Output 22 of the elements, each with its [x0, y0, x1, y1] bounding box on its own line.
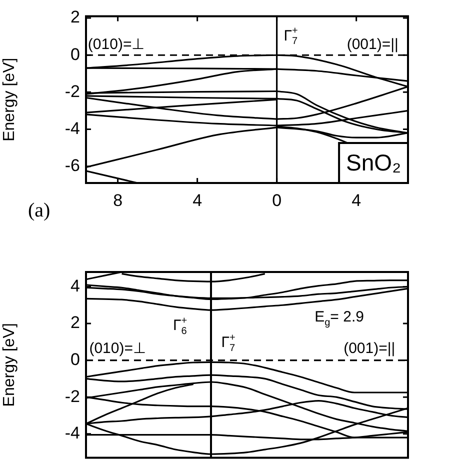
- y-tick-label: 4: [70, 276, 80, 296]
- y-tick-label: -2: [64, 82, 80, 101]
- y-tick-label: -4: [64, 424, 80, 443]
- y-tick-label: 2: [70, 8, 80, 27]
- annotation: (001)=||: [344, 340, 396, 358]
- y-tick-label: -4: [64, 118, 80, 138]
- x-tick-label: 8: [113, 190, 123, 210]
- x-tick-label: 4: [352, 190, 362, 210]
- y-tick-label: 0: [70, 44, 80, 64]
- y-tick-label: 0: [70, 350, 80, 369]
- x-tick-label: 0: [272, 190, 282, 210]
- x-tick-label: 4: [192, 190, 202, 210]
- y-tick-label: 2: [70, 313, 80, 332]
- annotation: (010)=⊥: [89, 340, 146, 358]
- annotation: (001)=||: [346, 36, 398, 54]
- y-axis-title: Energy [eV]: [1, 58, 18, 142]
- y-axis-title: Energy [eV]: [1, 323, 18, 407]
- annotation: (010)=⊥: [88, 36, 145, 54]
- annotation: SnO₂: [346, 149, 401, 176]
- y-tick-label: -2: [64, 386, 80, 406]
- y-tick-label: -6: [64, 156, 80, 176]
- text: (a): [28, 199, 50, 222]
